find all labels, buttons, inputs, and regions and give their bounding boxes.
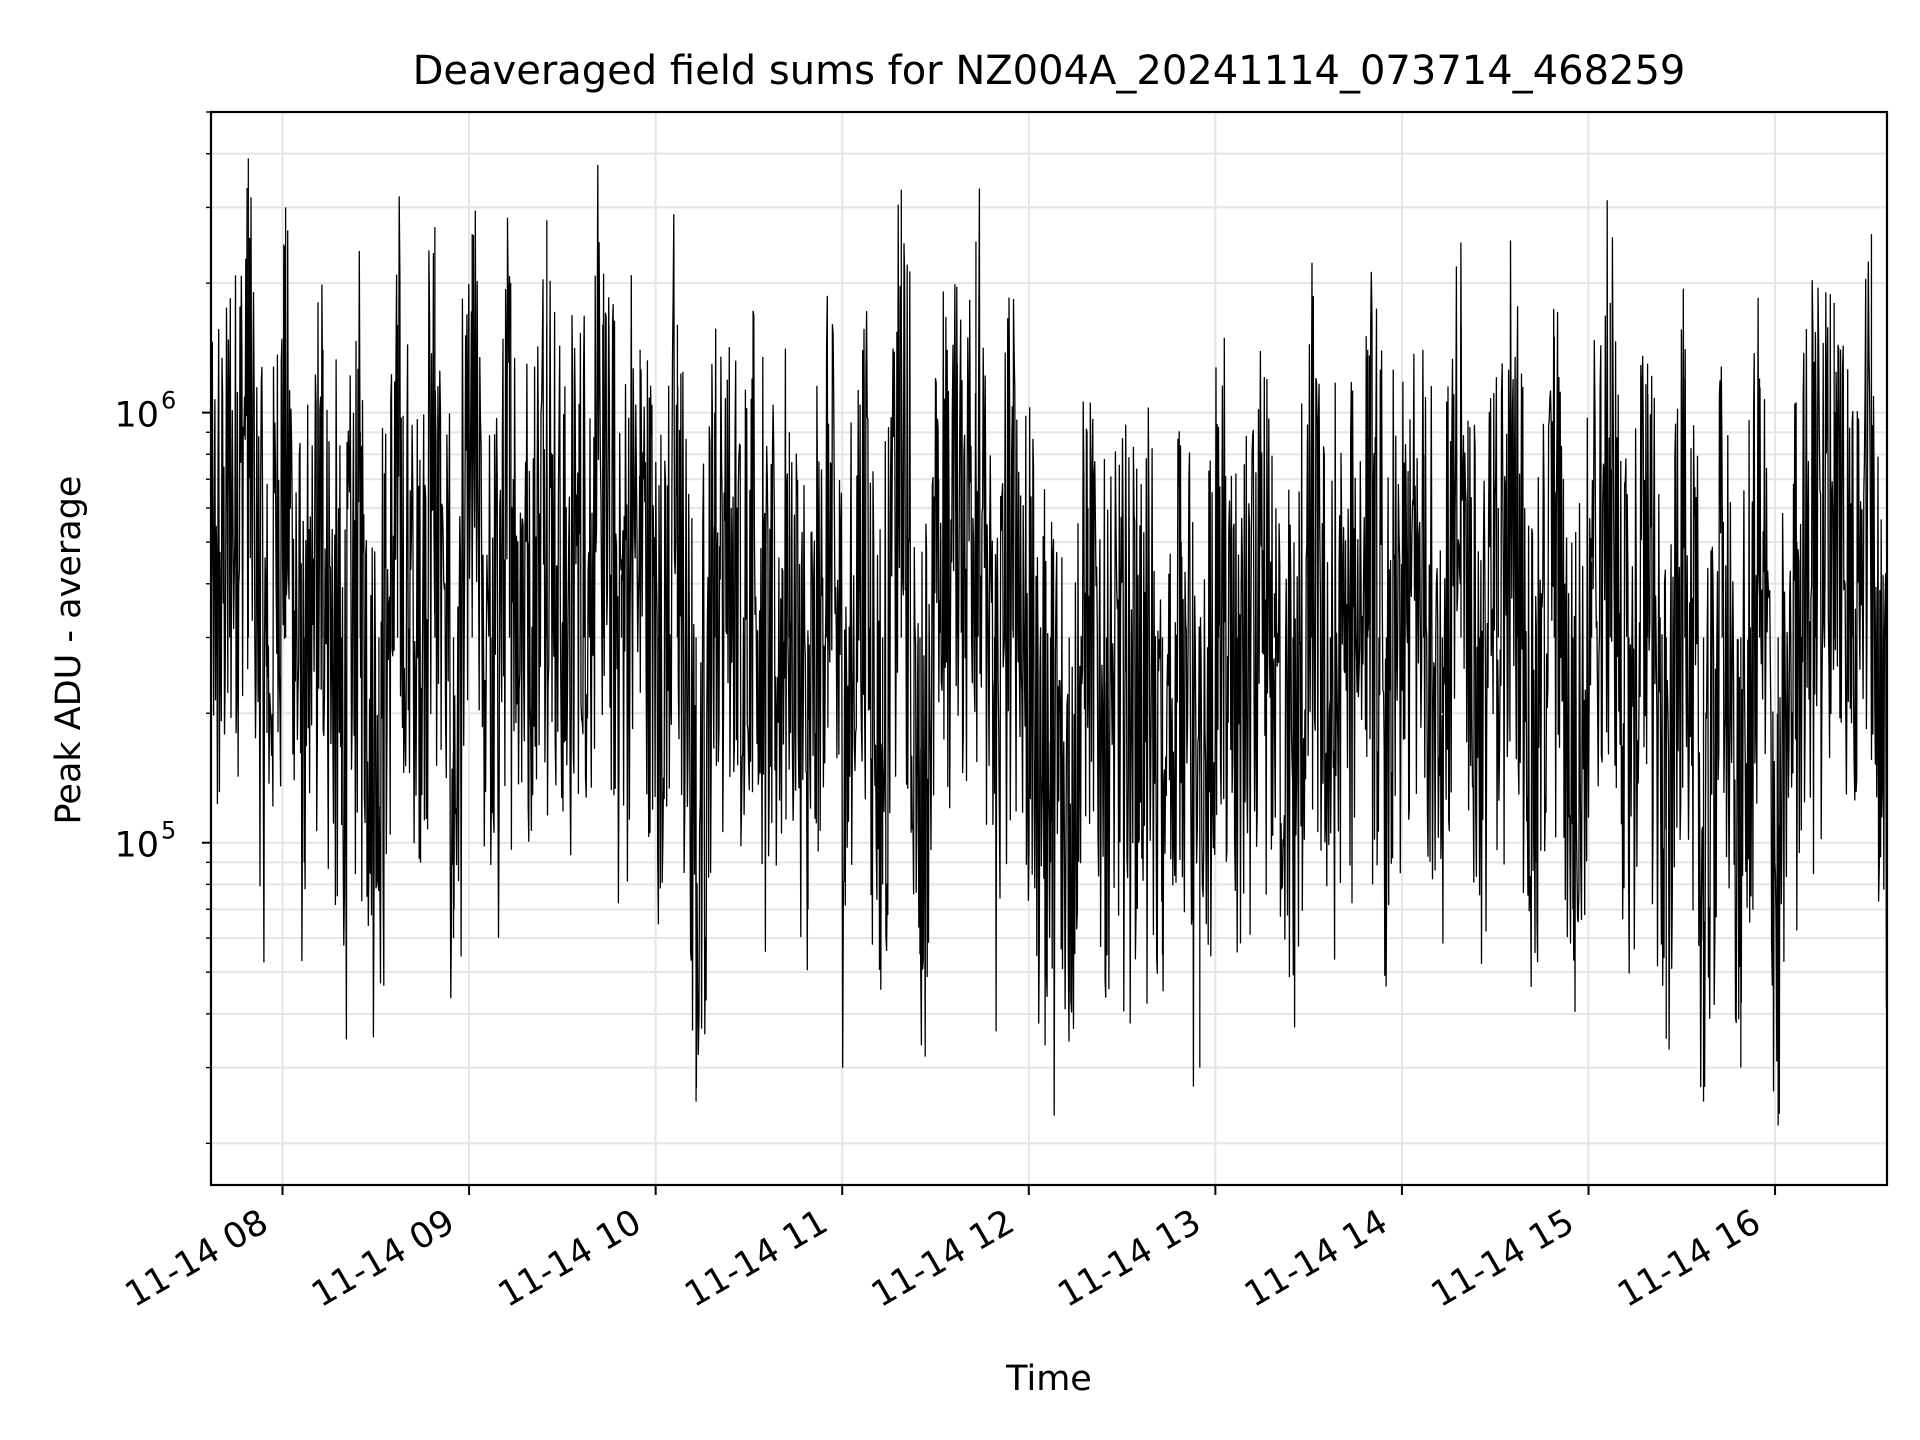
y-tick-label: 10 <box>114 396 159 436</box>
x-tick-label: 11-14 08 <box>119 1202 275 1315</box>
x-tick-label: 11-14 16 <box>1611 1202 1767 1315</box>
x-tick-label: 11-14 09 <box>305 1202 461 1315</box>
x-tick-label: 11-14 10 <box>492 1202 648 1315</box>
y-axis-label: Peak ADU - average <box>49 476 89 825</box>
x-tick-label: 11-14 11 <box>678 1202 834 1315</box>
x-tick-label: 11-14 14 <box>1238 1202 1394 1315</box>
y-tick-label-exponent: 6 <box>161 387 176 415</box>
x-tick-label: 11-14 13 <box>1052 1202 1208 1315</box>
x-axis-label: Time <box>1005 1359 1092 1399</box>
chart-title: Deaveraged field sums for NZ004A_2024111… <box>413 48 1686 94</box>
y-tick-label-exponent: 5 <box>161 817 176 845</box>
x-tick-label: 11-14 12 <box>865 1202 1021 1315</box>
x-tick-label: 11-14 15 <box>1425 1202 1581 1315</box>
y-tick-label: 10 <box>114 826 159 866</box>
plot-area <box>210 158 1888 1126</box>
axes-frame <box>209 110 1889 1187</box>
